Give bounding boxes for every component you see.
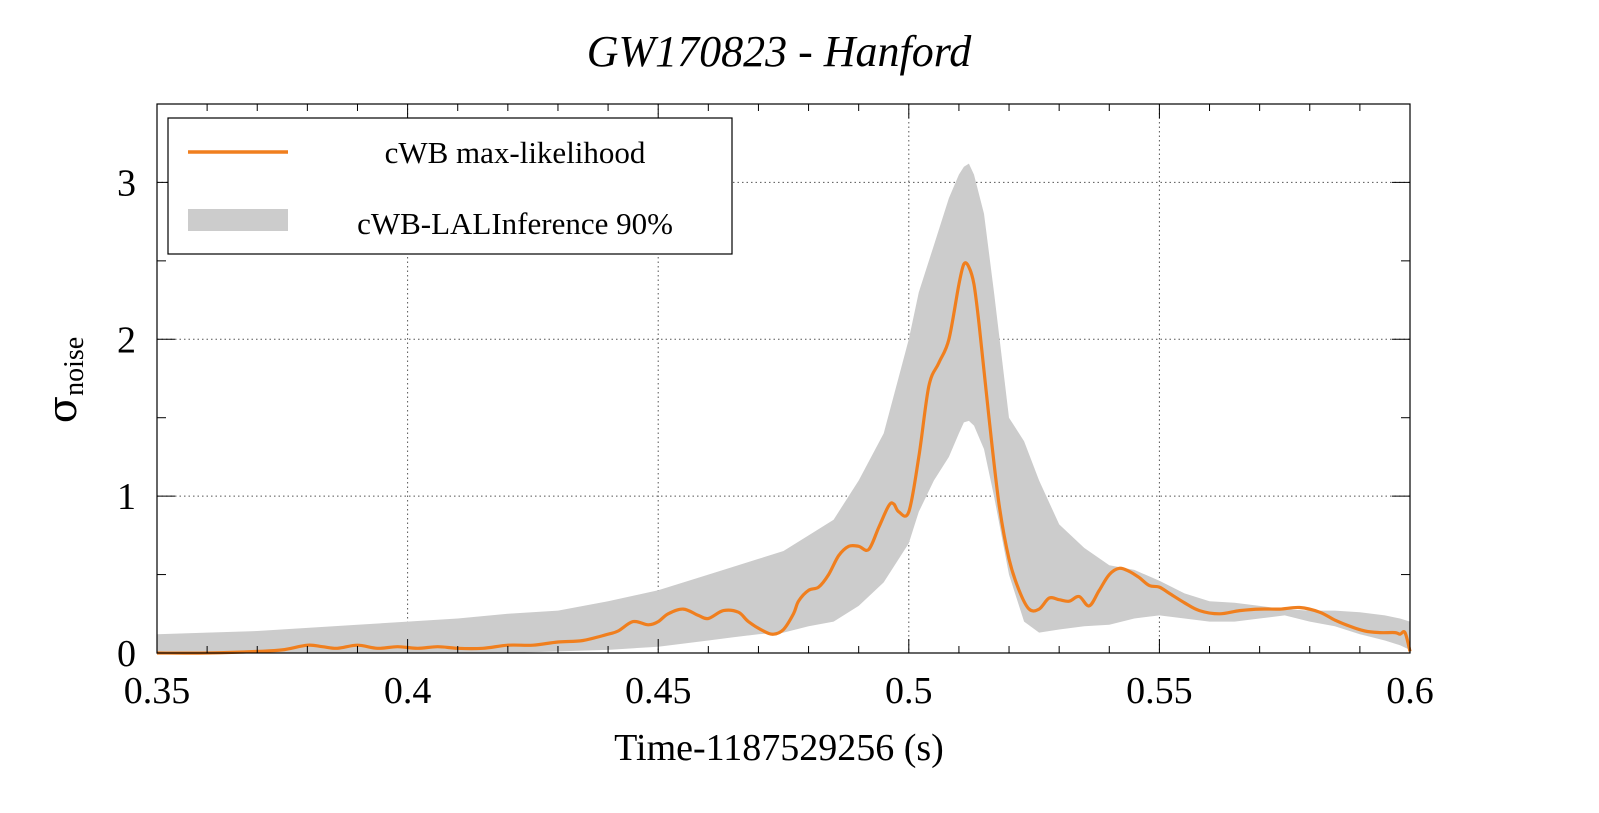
svg-text:σnoise: σnoise (40, 337, 90, 423)
y-axis-label: σnoise (40, 337, 90, 423)
y-tick-label: 0 (117, 633, 136, 675)
y-axis-label-subscript: noise (59, 337, 90, 396)
y-tick-label: 1 (117, 476, 136, 518)
line-cwb-max-likelihood (156, 261, 1412, 655)
y-axis-label-symbol: σ (40, 396, 86, 423)
legend-label-max-likelihood: cWB max-likelihood (385, 135, 646, 170)
x-tick-labels: 0.35 0.4 0.45 0.5 0.55 0.6 (124, 670, 1434, 712)
legend-box (167, 117, 733, 255)
y-tick-labels: 0 1 2 3 (117, 162, 136, 675)
x-tick-label: 0.35 (124, 670, 191, 712)
plot-frame (156, 103, 1411, 654)
legend-band-swatch (188, 209, 288, 231)
x-tick-label: 0.45 (625, 670, 692, 712)
tick-marks (156, 103, 1411, 654)
x-tick-label: 0.5 (885, 670, 933, 712)
legend: cWB max-likelihood cWB-LALInference 90% (167, 117, 733, 255)
band-cwb-lalinference-90 (157, 163, 1410, 653)
y-tick-label: 2 (117, 319, 136, 361)
chart-title: GW170823 - Hanford (587, 27, 973, 76)
x-tick-label: 0.6 (1386, 670, 1434, 712)
x-tick-label: 0.55 (1126, 670, 1193, 712)
y-tick-label: 3 (117, 162, 136, 204)
x-tick-label: 0.4 (384, 670, 432, 712)
legend-label-lalinference: cWB-LALInference 90% (357, 206, 673, 241)
x-axis-label: Time-1187529256 (s) (614, 727, 944, 769)
